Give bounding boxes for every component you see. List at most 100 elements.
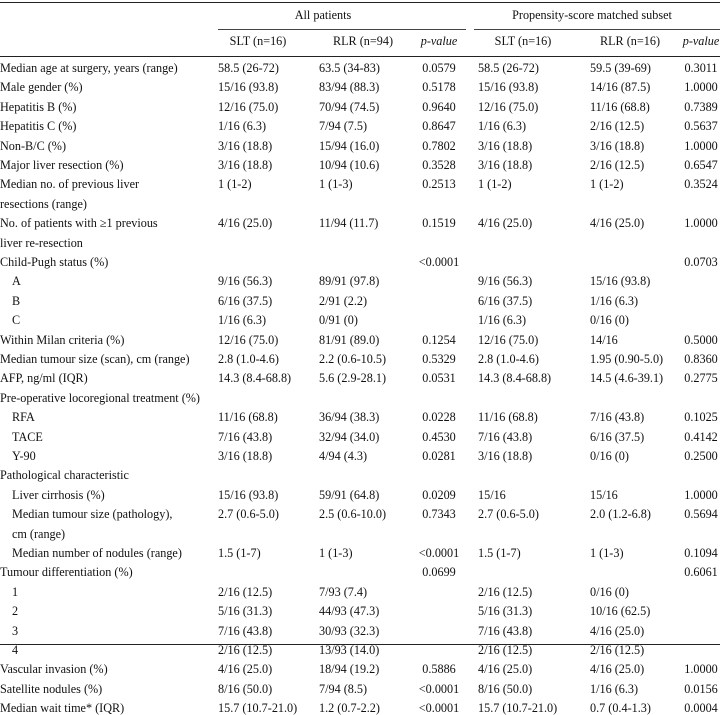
cell-pvalue-all: 0.0228 bbox=[422, 410, 456, 425]
col-header-pvalue-matched: p-value bbox=[682, 34, 720, 48]
cell-slt-matched: 3/16 (18.8) bbox=[478, 158, 533, 172]
cell-rlr-all: 4/94 (4.3) bbox=[319, 449, 368, 463]
cell-pvalue-matched: 0.4142 bbox=[684, 429, 718, 444]
row-label: Y-90 bbox=[12, 449, 36, 463]
cell-rlr-matched: 4/16 (25.0) bbox=[590, 662, 645, 677]
group-rule-all bbox=[218, 29, 466, 30]
group-header-all-patients: All patients bbox=[294, 8, 352, 22]
cell-rlr-matched: 59.5 (39-69) bbox=[590, 61, 651, 75]
row-label: Non-B/C (%) bbox=[0, 138, 67, 153]
cell-slt-all: 15/16 (93.8) bbox=[218, 80, 279, 95]
row-label: 3 bbox=[12, 623, 19, 638]
cell-slt-matched: 2.7 (0.6-5.0) bbox=[478, 507, 539, 522]
cell-rlr-all: 1 (1-3) bbox=[319, 177, 353, 192]
cell-rlr-matched: 14.5 (4.6-39.1) bbox=[590, 371, 664, 386]
cell-rlr-matched: 2/16 (12.5) bbox=[590, 158, 645, 172]
cell-rlr-matched: 1/16 (6.3) bbox=[590, 293, 639, 308]
cell-slt-all: 3/16 (18.8) bbox=[218, 158, 273, 172]
cell-rlr-matched: 10/16 (62.5) bbox=[590, 604, 651, 619]
row-label: Median age at surgery, years (range) bbox=[0, 61, 178, 75]
cell-rlr-matched: 0.7 (0.4-1.3) bbox=[590, 701, 651, 715]
cell-pvalue-matched: 0.0004 bbox=[684, 701, 718, 715]
cell-slt-all: 6/16 (37.5) bbox=[218, 293, 273, 308]
cell-rlr-all: 36/94 (38.3) bbox=[319, 410, 380, 425]
cell-rlr-all: 81/91 (89.0) bbox=[319, 332, 380, 347]
cell-pvalue-all: 0.5178 bbox=[422, 80, 456, 95]
row-label: 2 bbox=[12, 604, 19, 619]
cell-rlr-all: 83/94 (88.3) bbox=[319, 80, 380, 95]
cell-rlr-matched: 2/16 (12.5) bbox=[590, 643, 645, 657]
cell-pvalue-all: 0.4530 bbox=[422, 429, 456, 444]
cell-slt-all: 12/16 (75.0) bbox=[218, 332, 279, 347]
row-label: Median no. of previous liver bbox=[0, 177, 140, 192]
cell-rlr-matched: 2.0 (1.2-6.8) bbox=[590, 507, 651, 522]
col-header-slt-all: SLT (n=16) bbox=[229, 34, 287, 48]
cell-slt-matched: 7/16 (43.8) bbox=[478, 429, 533, 444]
cell-slt-all: 2.7 (0.6-5.0) bbox=[218, 507, 279, 522]
cell-slt-matched: 7/16 (43.8) bbox=[478, 623, 533, 638]
cell-slt-all: 1.5 (1-7) bbox=[218, 546, 261, 560]
cell-slt-all: 9/16 (56.3) bbox=[218, 274, 273, 289]
cell-pvalue-all: 0.7343 bbox=[422, 507, 456, 522]
cell-pvalue-matched: 1.0000 bbox=[684, 138, 718, 153]
cell-pvalue-matched: 1.0000 bbox=[684, 487, 718, 502]
cell-slt-matched: 2/16 (12.5) bbox=[478, 643, 533, 657]
cell-rlr-all: 1 (1-3) bbox=[319, 546, 353, 560]
cell-slt-matched: 1/16 (6.3) bbox=[478, 313, 527, 328]
cell-rlr-all: 18/94 (19.2) bbox=[319, 662, 380, 677]
cell-slt-matched: 4/16 (25.0) bbox=[478, 216, 533, 231]
cell-rlr-matched: 1 (1-3) bbox=[590, 546, 624, 560]
cell-slt-all: 7/16 (43.8) bbox=[218, 429, 273, 444]
cell-rlr-all: 59/91 (64.8) bbox=[319, 487, 380, 502]
cell-rlr-all: 15/94 (16.0) bbox=[319, 138, 380, 153]
cell-slt-matched: 2.8 (1.0-4.6) bbox=[478, 352, 539, 366]
cell-pvalue-matched: 0.8360 bbox=[684, 352, 718, 366]
row-label: Median number of nodules (range) bbox=[12, 546, 182, 560]
cell-rlr-matched: 2/16 (12.5) bbox=[590, 119, 645, 134]
row-label: RFA bbox=[12, 410, 35, 425]
cell-pvalue-all: 0.1254 bbox=[422, 332, 456, 347]
row-label: Satellite nodules (%) bbox=[0, 681, 103, 696]
cell-pvalue-matched: 0.3011 bbox=[684, 61, 718, 75]
cell-pvalue-matched: 0.7389 bbox=[684, 99, 718, 114]
cell-slt-matched: 4/16 (25.0) bbox=[478, 662, 533, 677]
cell-rlr-all: 2.2 (0.6-10.5) bbox=[319, 352, 387, 366]
cell-slt-all: 4/16 (25.0) bbox=[218, 216, 273, 231]
cell-rlr-matched: 3/16 (18.8) bbox=[590, 138, 645, 153]
cell-pvalue-all: 0.0281 bbox=[422, 449, 456, 463]
cell-slt-matched: 6/16 (37.5) bbox=[478, 293, 533, 308]
cell-pvalue-matched: 0.0703 bbox=[684, 255, 718, 269]
row-label-continuation: resections (range) bbox=[0, 196, 87, 211]
cell-rlr-matched: 15/16 bbox=[590, 487, 618, 502]
row-label: No. of patients with ≥1 previous bbox=[0, 216, 158, 231]
cell-slt-matched: 15/16 (93.8) bbox=[478, 80, 539, 95]
cell-pvalue-all: 0.2513 bbox=[422, 177, 456, 192]
table-top-rule bbox=[0, 2, 720, 3]
row-label: A bbox=[12, 274, 21, 289]
row-label: Within Milan criteria (%) bbox=[0, 332, 125, 347]
row-label: Male gender (%) bbox=[0, 80, 83, 95]
group-header-matched-subset: Propensity-score matched subset bbox=[512, 8, 672, 22]
row-label: B bbox=[12, 293, 21, 308]
cell-slt-all: 2.8 (1.0-4.6) bbox=[218, 352, 279, 366]
cell-pvalue-matched: 1.0000 bbox=[684, 80, 718, 95]
cell-rlr-all: 30/93 (32.3) bbox=[319, 623, 380, 638]
cell-rlr-all: 2.5 (0.6-10.0) bbox=[319, 507, 387, 522]
cell-rlr-all: 7/93 (7.4) bbox=[319, 584, 368, 599]
cell-slt-matched: 8/16 (50.0) bbox=[478, 681, 533, 696]
cell-slt-all: 2/16 (12.5) bbox=[218, 643, 273, 657]
cell-slt-matched: 3/16 (18.8) bbox=[478, 138, 533, 153]
cell-slt-all: 1/16 (6.3) bbox=[218, 119, 267, 134]
cell-pvalue-matched: 0.6547 bbox=[684, 158, 718, 172]
cell-slt-all: 5/16 (31.3) bbox=[218, 604, 273, 619]
cell-pvalue-all: 0.0531 bbox=[422, 371, 456, 386]
col-header-rlr-all: RLR (n=94) bbox=[332, 34, 394, 48]
row-label: Hepatitis C (%) bbox=[0, 119, 77, 134]
cell-rlr-matched: 1/16 (6.3) bbox=[590, 681, 639, 696]
cell-pvalue-matched: 0.5694 bbox=[684, 507, 718, 522]
cell-rlr-matched: 1.95 (0.90-5.0) bbox=[590, 352, 664, 366]
row-label: Child-Pugh status (%) bbox=[0, 255, 109, 269]
cell-pvalue-matched: 0.5000 bbox=[684, 332, 718, 347]
row-label: C bbox=[12, 313, 21, 328]
cell-slt-matched: 14.3 (8.4-68.8) bbox=[478, 371, 552, 386]
